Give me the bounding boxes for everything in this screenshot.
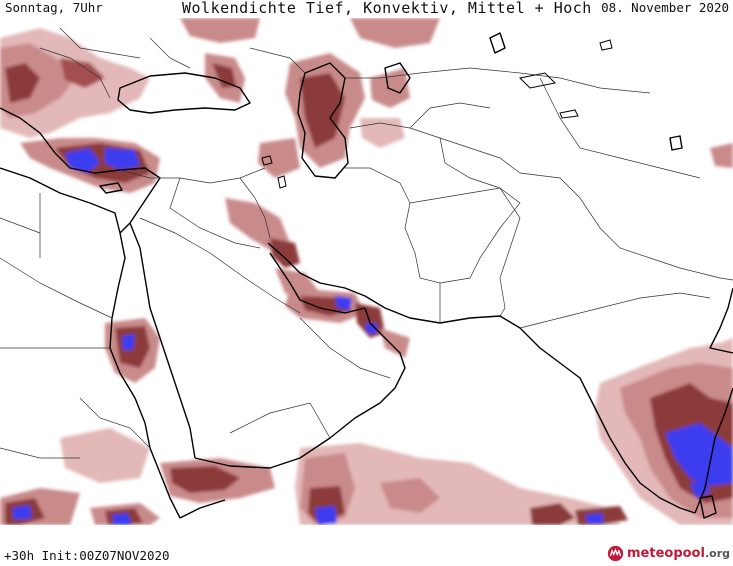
coast-persian-gulf xyxy=(269,252,366,314)
cloud-region-caspian xyxy=(258,53,410,178)
cloud-region-yemen xyxy=(0,428,275,525)
coast-india-east xyxy=(694,387,733,514)
forecast-day-time: Sonntag, 7Uhr xyxy=(5,0,103,15)
lake-balkhash xyxy=(518,72,557,89)
cloud-region-zagros xyxy=(225,198,410,358)
border-afg-pak xyxy=(409,187,521,284)
forecast-date: 08. November 2020 xyxy=(601,0,729,15)
cloud-region-redsea xyxy=(105,318,160,383)
border-europe xyxy=(39,27,191,99)
meteopool-logo[interactable]: meteopool.org xyxy=(607,545,730,562)
lake-issyk xyxy=(559,109,579,119)
brand-name: meteopool.org xyxy=(627,546,730,561)
run-info: +30h Init:00Z07NOV2020 xyxy=(4,548,170,563)
coast-egypt xyxy=(0,167,121,234)
lake-van xyxy=(261,155,273,166)
coast-islands-ne xyxy=(489,32,683,151)
coast-bay-bengal xyxy=(709,287,733,354)
lakes xyxy=(261,39,613,189)
meteopool-logo-icon xyxy=(607,545,624,562)
coast-pak-india xyxy=(439,315,696,514)
cloud-region-india xyxy=(595,143,733,525)
coastlines xyxy=(0,32,733,519)
border-india-inner xyxy=(519,292,711,329)
cloud-region-turkey xyxy=(20,138,160,193)
coast-redsea-west xyxy=(109,232,181,519)
brand-main: meteopool xyxy=(627,546,705,561)
lake-baikal-part xyxy=(599,39,613,51)
border-china xyxy=(519,172,733,281)
border-iraq xyxy=(169,177,271,249)
cloud-region-blacksea xyxy=(205,18,440,103)
coast-redsea-east xyxy=(129,222,196,459)
coast-iran-gulf xyxy=(267,242,441,324)
map-title: Wolkendichte Tief, Konvektiv, Mittel + H… xyxy=(182,0,592,17)
border-china-inner xyxy=(539,77,701,179)
country-borders xyxy=(0,27,733,459)
lake-urmia xyxy=(277,175,287,189)
border-russia-kaz xyxy=(249,47,651,94)
coast-arabia-south xyxy=(194,307,406,469)
coast-caspian xyxy=(297,62,349,179)
border-africa xyxy=(0,257,151,459)
cloud-region-europe xyxy=(0,18,260,138)
border-pak-india xyxy=(499,187,521,317)
border-turkey-syria xyxy=(119,167,266,184)
cloud-density-map xyxy=(0,18,733,525)
cloud-layer xyxy=(0,18,733,525)
coast-blacksea xyxy=(117,72,251,114)
coast-somalia xyxy=(179,499,226,519)
border-saudi xyxy=(139,217,391,439)
border-iran-afg xyxy=(345,167,441,323)
border-libya-egypt xyxy=(0,193,41,258)
coast-aral xyxy=(384,62,411,94)
coast-cyprus xyxy=(99,182,123,194)
coast-srilanka xyxy=(699,495,717,519)
border-central-asia xyxy=(349,102,521,189)
brand-tld: .org xyxy=(704,547,730,560)
cloud-region-arabiansea xyxy=(295,443,628,525)
